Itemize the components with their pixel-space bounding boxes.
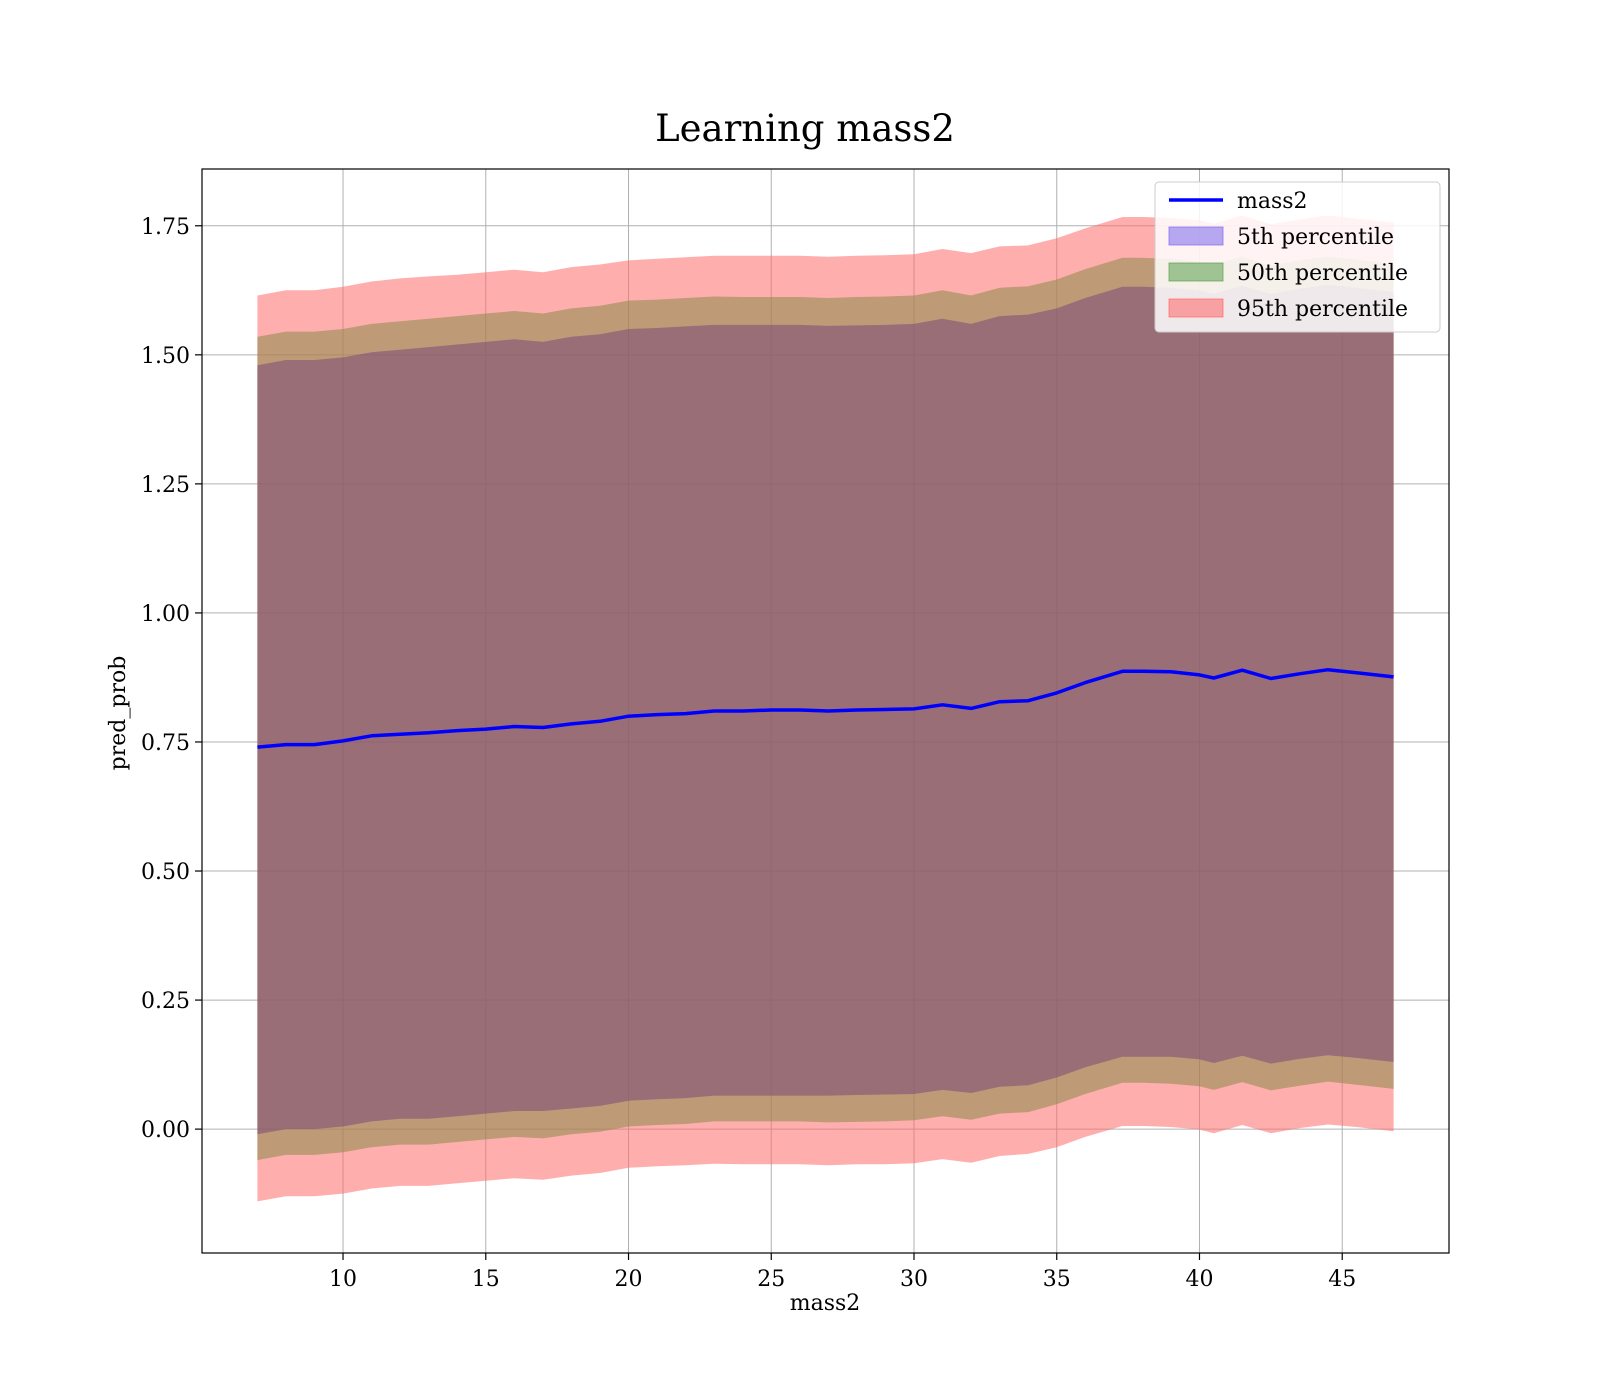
x-tick-label: 20 [615, 1267, 643, 1292]
y-tick-label: 1.75 [141, 215, 190, 240]
axes-frame [201, 168, 1450, 1254]
y-tick-label: 1.50 [141, 344, 190, 369]
x-tick-label: 15 [472, 1267, 500, 1292]
x-axis-label: mass2 [790, 1291, 861, 1316]
chart-title: Learning mass2 [655, 107, 955, 150]
legend-box [1154, 181, 1441, 333]
plot-area: 10 15 20 25 30 35 40 45 0.00 0.25 0.50 0.75 1.00 1.25… [141, 168, 1450, 1292]
legend-label: 5th percentile [1237, 225, 1394, 250]
legend-label: 50th percentile [1237, 261, 1408, 286]
x-tick-label: 40 [1185, 1267, 1213, 1292]
x-tick-label: 25 [757, 1267, 785, 1292]
y-tick-label: 1.00 [141, 602, 190, 627]
x-tick-label: 35 [1043, 1267, 1071, 1292]
legend-label: mass2 [1237, 189, 1308, 214]
y-tick-label: 0.75 [141, 731, 190, 756]
legend-swatch [1168, 298, 1224, 318]
y-axis-label: pred_prob [106, 656, 131, 771]
legend-swatch [1168, 262, 1224, 282]
x-tick-label: 45 [1328, 1267, 1356, 1292]
y-tick-label: 0.50 [141, 860, 190, 885]
x-tick-label: 30 [900, 1267, 928, 1292]
y-tick-label: 1.25 [141, 473, 190, 498]
x-tick-label: 10 [329, 1267, 357, 1292]
y-tick-label: 0.00 [141, 1118, 190, 1143]
y-tick-label: 0.25 [141, 989, 190, 1014]
line-mass2 [257, 667, 1394, 749]
legend-label: 95th percentile [1237, 297, 1408, 322]
legend-swatch [1168, 226, 1224, 246]
